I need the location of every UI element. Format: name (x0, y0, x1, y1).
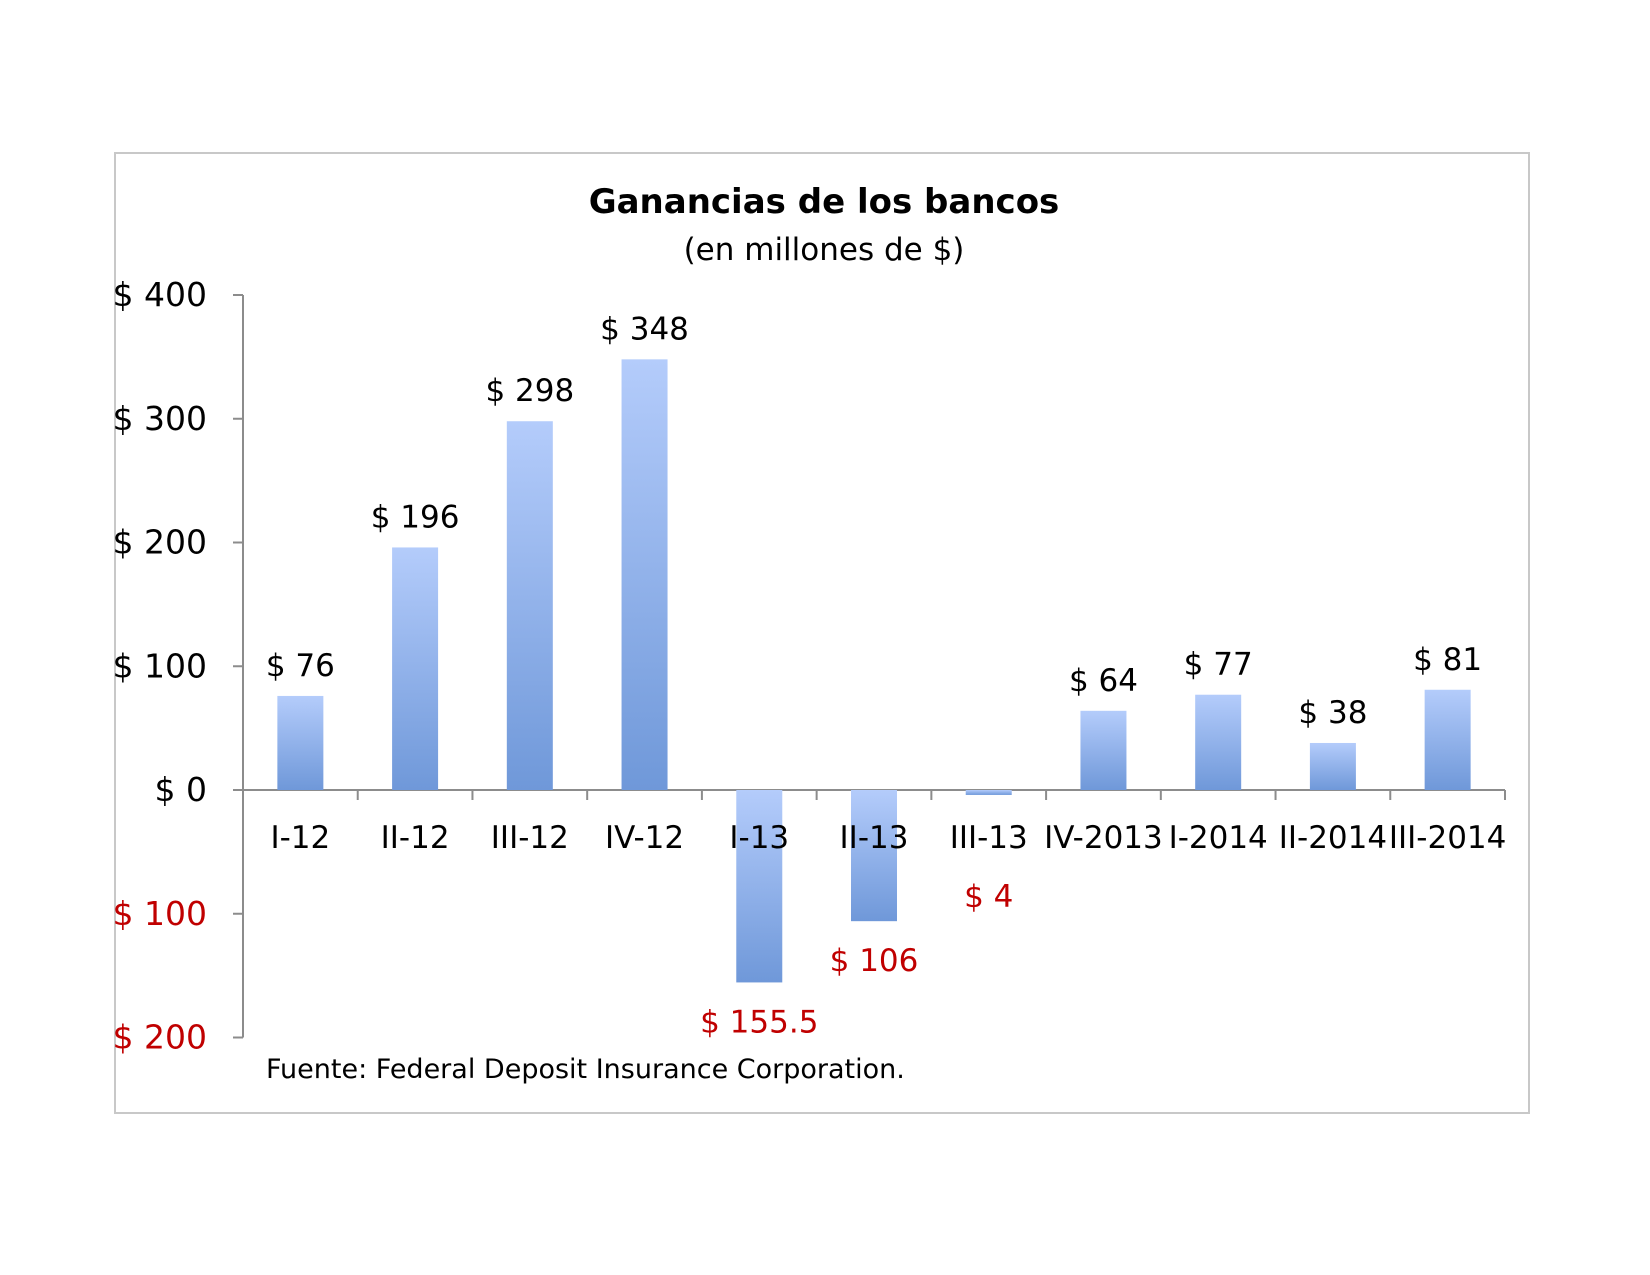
data-label: $ 38 (1298, 695, 1367, 731)
bar (851, 790, 897, 922)
bar (736, 790, 783, 983)
bar (621, 359, 668, 790)
x-tick-label: III-13 (950, 820, 1028, 856)
chart-title: Ganancias de los bancos (589, 182, 1060, 222)
data-label: $ 81 (1413, 642, 1482, 678)
y-tick-label: $ 300 (113, 399, 207, 438)
data-label: $ 298 (485, 373, 574, 409)
y-tick-label: $ 200 (113, 1018, 207, 1057)
data-label: $ 348 (600, 311, 689, 347)
x-tick-label: IV-12 (605, 820, 684, 856)
x-tick-label: I-13 (729, 820, 789, 856)
y-tick-label: $ 100 (113, 894, 207, 933)
data-label: $ 155.5 (700, 1004, 818, 1040)
data-label: $ 106 (830, 943, 919, 979)
bar (1309, 742, 1356, 790)
x-tick-label: II-12 (381, 820, 450, 856)
chart-subtitle: (en millones de $) (684, 232, 965, 268)
bar (277, 695, 324, 790)
x-tick-label: III-2014 (1389, 820, 1507, 856)
data-label: $ 196 (371, 499, 460, 535)
x-tick-label: III-12 (491, 820, 569, 856)
bar (1080, 710, 1127, 790)
x-tick-label: I-12 (270, 820, 330, 856)
y-tick-label: $ 400 (113, 275, 207, 314)
bar (1195, 694, 1242, 790)
bar (392, 547, 439, 790)
y-tick-label: $ 0 (155, 770, 207, 809)
bar (965, 790, 1012, 795)
data-label: $ 76 (266, 648, 335, 684)
chart-frame (114, 152, 1530, 1114)
y-tick-label: $ 100 (113, 646, 207, 685)
bar (506, 421, 553, 790)
bar (1424, 689, 1471, 790)
x-tick-label: II-2014 (1279, 820, 1387, 856)
x-tick-label: I-2014 (1169, 820, 1268, 856)
y-tick-label: $ 200 (113, 523, 207, 562)
chart-source: Fuente: Federal Deposit Insurance Corpor… (266, 1054, 905, 1085)
data-label: $ 77 (1184, 647, 1253, 683)
x-tick-label: IV-2013 (1044, 820, 1163, 856)
x-tick-label: II-13 (840, 820, 909, 856)
data-label: $ 64 (1069, 663, 1138, 699)
data-label: $ 4 (964, 879, 1013, 915)
